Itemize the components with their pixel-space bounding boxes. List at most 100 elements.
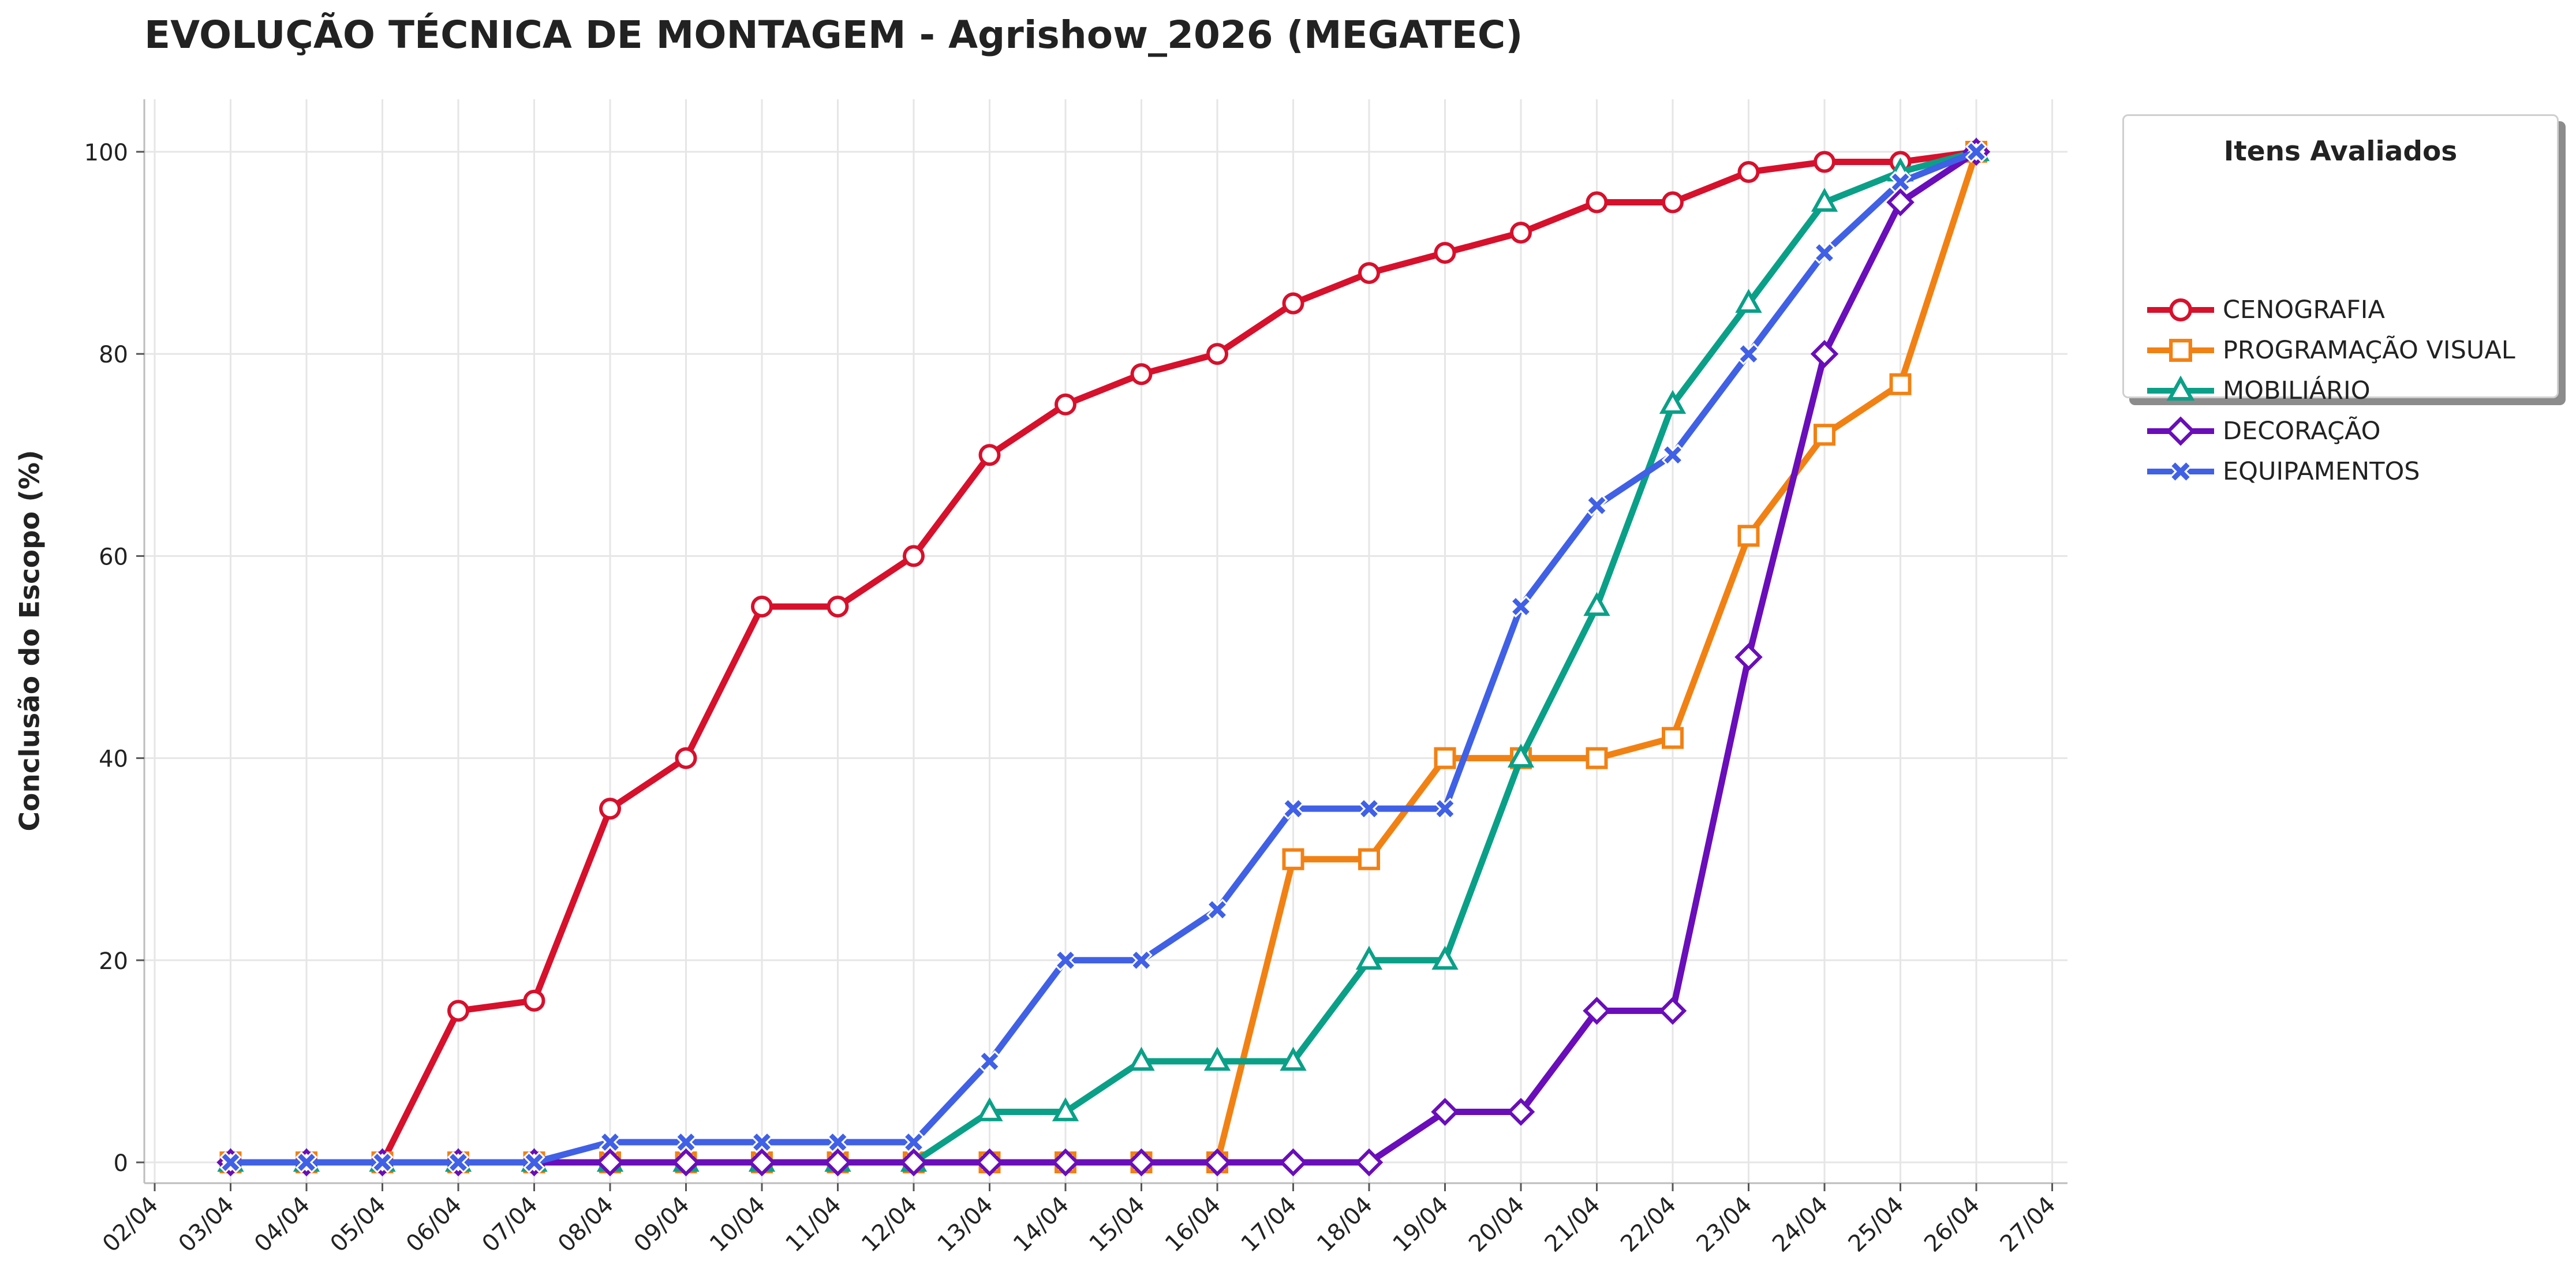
point-equipamentos bbox=[371, 1151, 394, 1174]
legend-item-decoracao: DECORAÇÃO bbox=[2145, 413, 2549, 450]
point-mobiliario bbox=[976, 1097, 1003, 1121]
x-tick-label: 08/04 bbox=[553, 1192, 619, 1258]
point-cenografia bbox=[1737, 161, 1760, 184]
legend-label-equipamentos: EQUIPAMENTOS bbox=[2223, 457, 2420, 486]
x-tick-label: 22/04 bbox=[1616, 1192, 1681, 1258]
point-mobiliario bbox=[1507, 743, 1535, 768]
point-decoracao bbox=[672, 1148, 700, 1177]
legend-item-equipamentos: EQUIPAMENTOS bbox=[2145, 453, 2549, 490]
x-tick-label: 10/04 bbox=[705, 1192, 771, 1258]
point-equipamentos bbox=[1813, 241, 1836, 264]
point-programacao-visual bbox=[1814, 424, 1835, 446]
legend-swatch-decoracao bbox=[2147, 416, 2214, 446]
legend-marker-mobiliario bbox=[2166, 375, 2195, 401]
x-tick-label: 21/04 bbox=[1540, 1192, 1606, 1258]
point-cenografia bbox=[599, 798, 621, 820]
y-tick-label: 80 bbox=[99, 342, 128, 368]
line-mobiliario bbox=[227, 148, 1980, 1166]
x-tick-label: 14/04 bbox=[1008, 1192, 1074, 1258]
point-equipamentos bbox=[447, 1151, 470, 1174]
point-cenografia bbox=[1434, 242, 1456, 264]
point-equipamentos bbox=[1206, 899, 1229, 921]
point-decoracao bbox=[824, 1148, 852, 1177]
x-tick-label: 02/04 bbox=[98, 1192, 163, 1258]
legend-swatch-equipamentos bbox=[2147, 459, 2214, 484]
point-cenografia bbox=[1206, 343, 1228, 365]
point-decoracao bbox=[1734, 643, 1763, 671]
point-equipamentos bbox=[902, 1131, 925, 1154]
point-programacao-visual bbox=[1358, 848, 1380, 870]
x-tick-label: 03/04 bbox=[174, 1192, 240, 1258]
x-tick-label: 24/04 bbox=[1767, 1192, 1833, 1258]
x-ticks: 02/04 03/04 04/04 05/04 06/04 07/04 08/04 09/04… bbox=[98, 1183, 2061, 1258]
point-mobiliario bbox=[1128, 1046, 1155, 1071]
point-programacao-visual bbox=[1737, 525, 1760, 547]
point-programacao-visual bbox=[1662, 727, 1684, 749]
point-mobiliario bbox=[1811, 188, 1838, 212]
point-equipamentos bbox=[1358, 798, 1381, 820]
point-equipamentos bbox=[978, 1050, 1001, 1073]
point-equipamentos bbox=[1434, 798, 1456, 820]
point-cenografia bbox=[1814, 151, 1835, 173]
x-tick-label: 05/04 bbox=[326, 1192, 391, 1258]
legend: Itens Avaliados CENOGRAFIA PROGRAMAÇÃO V… bbox=[2122, 114, 2559, 486]
point-equipamentos bbox=[1130, 949, 1153, 971]
point-mobiliario bbox=[1203, 1046, 1231, 1071]
point-programacao-visual bbox=[1282, 848, 1304, 870]
legend-title: Itens Avaliados bbox=[2223, 136, 2458, 167]
point-cenografia bbox=[903, 545, 925, 567]
x-tick-label: 09/04 bbox=[629, 1192, 695, 1258]
point-mobiliario bbox=[1280, 1046, 1307, 1071]
series-cenografia bbox=[219, 141, 1987, 1173]
point-equipamentos bbox=[1586, 494, 1608, 517]
x-tick-label: 12/04 bbox=[857, 1192, 922, 1258]
point-cenografia bbox=[1282, 292, 1304, 315]
legend-item-cenografia: CENOGRAFIA bbox=[2145, 291, 2549, 328]
point-cenografia bbox=[1358, 262, 1380, 285]
point-programacao-visual bbox=[1889, 373, 1912, 395]
point-mobiliario bbox=[1431, 945, 1459, 970]
point-decoracao bbox=[1431, 1098, 1459, 1126]
point-equipamentos bbox=[523, 1151, 545, 1174]
x-tick-label: 17/04 bbox=[1236, 1192, 1302, 1258]
series-programacao-visual bbox=[219, 141, 1987, 1173]
legend-swatch-cenografia bbox=[2147, 298, 2214, 321]
point-decoracao bbox=[1355, 1148, 1384, 1177]
x-tick-label: 07/04 bbox=[477, 1192, 543, 1258]
legend-marker-programacao-visual bbox=[2169, 339, 2192, 362]
line-programacao-visual bbox=[227, 148, 1980, 1166]
legend-marker-decoracao bbox=[2166, 416, 2196, 446]
y-tick-label: 0 bbox=[114, 1150, 128, 1177]
point-equipamentos bbox=[750, 1131, 773, 1154]
point-decoracao bbox=[1886, 188, 1915, 216]
chart-title: EVOLUÇÃO TÉCNICA DE MONTAGEM - Agrishow_… bbox=[144, 13, 1523, 57]
point-decoracao bbox=[747, 1148, 776, 1177]
point-cenografia bbox=[1586, 191, 1608, 214]
legend-swatch-mobiliario bbox=[2147, 375, 2214, 401]
point-equipamentos bbox=[1965, 140, 1988, 163]
point-equipamentos bbox=[219, 1151, 242, 1174]
series-mobiliario bbox=[217, 137, 1990, 1172]
y-tick-label: 20 bbox=[99, 948, 128, 975]
series-decoracao bbox=[216, 137, 1991, 1177]
point-equipamentos bbox=[295, 1151, 318, 1174]
point-decoracao bbox=[975, 1148, 1004, 1177]
point-equipamentos bbox=[1282, 798, 1304, 820]
point-decoracao bbox=[1051, 1148, 1080, 1177]
point-decoracao bbox=[596, 1148, 625, 1177]
point-mobiliario bbox=[1052, 1097, 1079, 1121]
y-tick-label: 60 bbox=[99, 544, 128, 570]
x-tick-label: 15/04 bbox=[1085, 1192, 1150, 1258]
x-tick-label: 16/04 bbox=[1160, 1192, 1226, 1258]
x-tick-label: 26/04 bbox=[1919, 1192, 1985, 1258]
point-programacao-visual bbox=[1434, 747, 1456, 769]
point-decoracao bbox=[1658, 997, 1687, 1025]
point-cenografia bbox=[523, 989, 545, 1012]
point-cenografia bbox=[751, 595, 773, 618]
y-ticks: 0 20 40 60 80 100 bbox=[84, 140, 144, 1177]
x-tick-label: 13/04 bbox=[933, 1192, 999, 1258]
x-tick-label: 06/04 bbox=[401, 1192, 467, 1258]
point-decoracao bbox=[1203, 1148, 1232, 1177]
series-equipamentos bbox=[219, 140, 1988, 1174]
